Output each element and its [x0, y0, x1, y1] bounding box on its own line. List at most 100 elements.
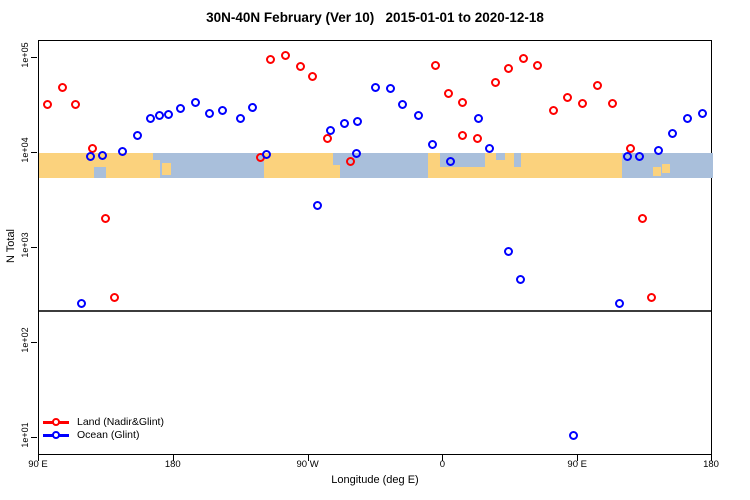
- legend-label: Land (Nadir&Glint): [77, 416, 164, 428]
- y-axis-tick: [31, 341, 37, 343]
- data-point-ocean: [397, 100, 407, 109]
- data-point-ocean: [371, 83, 380, 93]
- data-point-ocean: [248, 102, 258, 112]
- data-point-ocean: [191, 97, 201, 107]
- data-point-land: [57, 83, 67, 93]
- x-axis-tick: [307, 455, 309, 461]
- data-point-ocean: [176, 104, 186, 114]
- data-point-land: [532, 61, 542, 71]
- data-point-ocean: [351, 148, 361, 158]
- map-land-segment: [662, 164, 670, 173]
- y-axis-tick: [31, 151, 37, 153]
- map-land-segment: [263, 153, 333, 178]
- x-axis-label: Longitude (deg E): [331, 474, 419, 486]
- map-ocean-patch: [495, 153, 505, 161]
- data-point-land: [457, 97, 467, 107]
- data-point-ocean: [339, 119, 349, 129]
- data-point-land: [562, 92, 572, 102]
- data-point-land: [577, 98, 587, 108]
- data-point-land: [345, 157, 355, 167]
- map-ocean-patch: [513, 153, 522, 167]
- map-ocean-patch: [94, 166, 107, 178]
- data-point-ocean: [622, 151, 632, 161]
- y-axis-tick-label: 1e+04: [20, 137, 30, 163]
- chart-title: 30N-40N February (Ver 10) 2015-01-01 to …: [206, 10, 544, 25]
- data-point-ocean: [697, 108, 707, 118]
- data-point-ocean: [218, 105, 228, 115]
- data-point-land: [490, 77, 500, 87]
- data-point-land: [519, 54, 529, 64]
- data-point-land: [101, 214, 111, 224]
- data-point-land: [296, 62, 306, 72]
- data-point-ocean: [236, 113, 246, 123]
- data-point-land: [266, 55, 276, 65]
- data-point-land: [472, 134, 482, 144]
- data-point-land: [430, 61, 440, 71]
- data-point-ocean: [615, 298, 625, 308]
- data-point-land: [42, 100, 52, 109]
- legend-label: Ocean (Glint): [77, 429, 140, 441]
- x-axis-tick: [442, 455, 444, 461]
- data-point-land: [637, 214, 647, 224]
- y-axis-tick-label: 1e+05: [20, 42, 30, 68]
- data-point-land: [592, 80, 602, 90]
- y-axis-tick-label: 1e+01: [20, 422, 30, 448]
- data-point-land: [457, 131, 467, 141]
- data-point-ocean: [654, 145, 664, 155]
- data-point-ocean: [326, 126, 336, 136]
- legend-point-sample: [52, 430, 60, 439]
- data-point-land: [323, 134, 333, 144]
- data-point-land: [444, 88, 454, 98]
- data-point-ocean: [132, 131, 142, 141]
- x-axis-tick-label: 180: [164, 459, 181, 470]
- map-land-segment: [152, 160, 161, 178]
- data-point-ocean: [474, 113, 484, 123]
- data-point-land: [110, 292, 120, 302]
- x-axis-tick-label: 90 E: [567, 459, 587, 470]
- x-axis-tick: [577, 455, 579, 461]
- data-point-ocean: [204, 108, 214, 118]
- legend-item: Ocean (Glint): [43, 429, 203, 441]
- x-axis-tick-label: 0: [439, 459, 446, 470]
- data-point-ocean: [261, 150, 271, 160]
- legend-item: Land (Nadir&Glint): [43, 416, 203, 428]
- x-axis-tick: [38, 455, 39, 461]
- data-point-ocean: [98, 150, 108, 160]
- plot-area: Land (Nadir&Glint) Ocean (Glint): [38, 40, 713, 455]
- data-point-ocean: [634, 151, 644, 161]
- y-axis-tick: [31, 246, 37, 248]
- data-point-ocean: [484, 144, 494, 154]
- data-point-ocean: [164, 110, 174, 120]
- data-point-ocean: [568, 430, 578, 440]
- data-point-ocean: [445, 157, 455, 167]
- data-point-ocean: [427, 140, 437, 150]
- data-point-land: [549, 105, 559, 115]
- data-point-land: [607, 98, 617, 108]
- y-axis-tick-label: 1e+03: [20, 232, 30, 258]
- x-axis-tick: [172, 455, 174, 461]
- data-point-land: [504, 63, 514, 73]
- data-point-land: [281, 50, 291, 60]
- data-point-land: [646, 292, 656, 302]
- data-point-ocean: [155, 111, 165, 121]
- map-land-segment: [332, 165, 341, 178]
- map-land-segment: [653, 166, 661, 177]
- data-point-ocean: [385, 84, 395, 94]
- data-point-ocean: [667, 128, 677, 138]
- data-point-ocean: [504, 247, 514, 257]
- data-point-ocean: [516, 275, 526, 285]
- data-point-ocean: [414, 111, 424, 121]
- y-axis-tick: [31, 436, 37, 438]
- y-axis-tick: [31, 56, 37, 58]
- data-point-ocean: [312, 200, 322, 210]
- data-point-ocean: [353, 117, 363, 127]
- x-axis-tick-label: 90 W: [296, 459, 319, 470]
- x-axis-tick-label: 90 E: [28, 459, 48, 470]
- map-land-segment: [161, 162, 171, 176]
- data-point-land: [308, 72, 318, 82]
- data-point-ocean: [77, 298, 87, 308]
- x-axis-tick: [711, 455, 712, 461]
- data-point-ocean: [682, 113, 692, 123]
- legend-point-sample: [52, 417, 60, 426]
